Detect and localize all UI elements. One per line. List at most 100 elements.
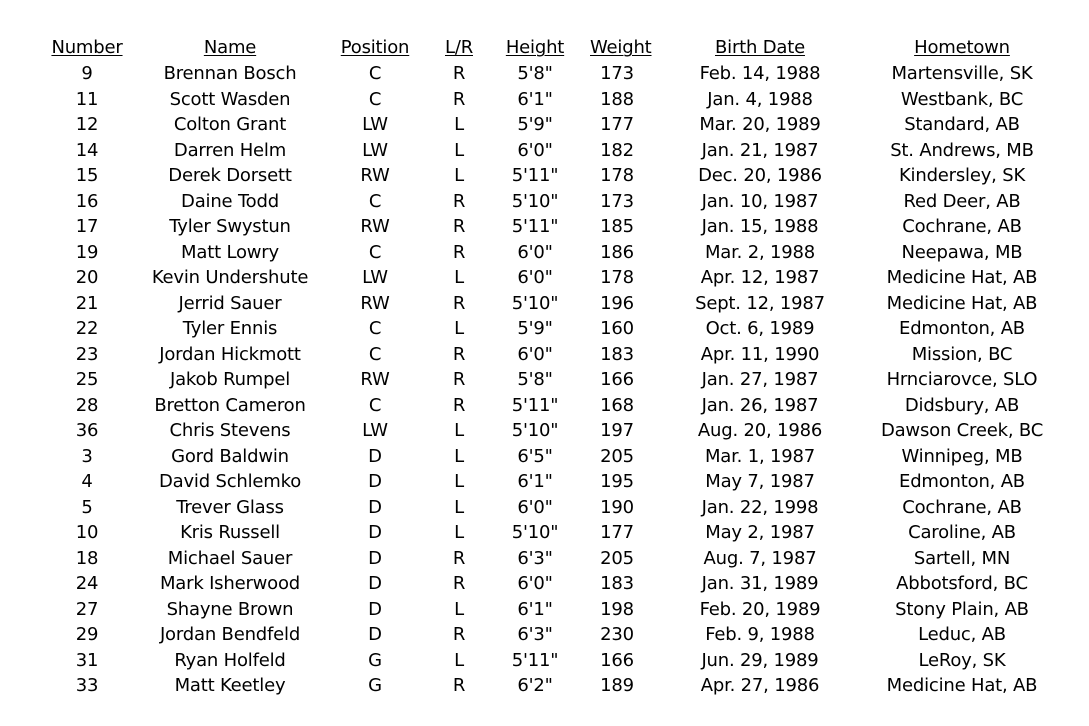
table-row: 17 Tyler Swystun RW R 5'11" 185 Jan. 15, 1988 C… (26, 214, 1066, 240)
header-number: Number (26, 37, 148, 58)
cell-height: 6'3" (517, 547, 553, 569)
cell-position: RW (360, 165, 390, 187)
cell-number: 12 (75, 114, 99, 136)
table-row: 36 Chris Stevens LW L 5'10" 197 Aug. 20, 1986 D… (26, 418, 1066, 444)
cell-hometown: Cochrane, AB (902, 216, 1022, 238)
cell-weight: 166 (600, 649, 634, 671)
cell-lr: R (452, 241, 466, 263)
cell-hometown: Hrnciarovce, SLO (886, 369, 1038, 391)
cell-weight: 182 (600, 139, 634, 161)
cell-name: Tyler Ennis (182, 318, 278, 340)
cell-position: C (368, 241, 382, 263)
cell-position: D (368, 573, 382, 595)
cell-number: 16 (75, 190, 99, 212)
cell-birth-date: Apr. 27, 1986 (700, 675, 820, 697)
cell-height: 6'1" (517, 471, 553, 493)
cell-name: Jordan Bendfeld (159, 624, 301, 646)
table-row: 33 Matt Keetley G R 6'2" 189 Apr. 27, 1986 Medi… (26, 673, 1066, 699)
cell-height: 6'0" (517, 573, 553, 595)
table-row: 28 Bretton Cameron C R 5'11" 168 Jan. 26, 1987… (26, 393, 1066, 419)
cell-hometown: Didsbury, AB (904, 394, 1020, 416)
cell-number: 4 (81, 471, 93, 493)
cell-name: Darren Helm (173, 139, 287, 161)
cell-birth-date: Mar. 1, 1987 (704, 445, 816, 467)
table-row: 3 Gord Baldwin D L 6'5" 205 Mar. 1, 1987 Winnip… (26, 444, 1066, 470)
cell-lr: L (454, 139, 464, 161)
cell-hometown: Kindersley, SK (898, 165, 1026, 187)
cell-birth-date: Apr. 11, 1990 (700, 343, 820, 365)
cell-name: Matt Lowry (181, 241, 279, 263)
cell-position: C (368, 343, 382, 365)
header-position-label: Position (340, 37, 410, 58)
cell-birth-date: Sept. 12, 1987 (695, 292, 825, 314)
cell-birth-date: Mar. 20, 1989 (699, 114, 821, 136)
table-row: 10 Kris Russell D L 5'10" 177 May 2, 1987 Carol… (26, 520, 1066, 546)
cell-hometown: Medicine Hat, AB (886, 267, 1038, 289)
table-row: 22 Tyler Ennis C L 5'9" 160 Oct. 6, 1989 Edmont… (26, 316, 1066, 342)
cell-lr: L (454, 471, 464, 493)
cell-number: 27 (75, 598, 99, 620)
cell-name: Bretton Cameron (154, 394, 306, 416)
table-row: 27 Shayne Brown D L 6'1" 198 Feb. 20, 1989 Ston… (26, 597, 1066, 623)
cell-name: Matt Keetley (174, 675, 286, 697)
header-birth-date: Birth Date (644, 37, 876, 58)
cell-birth-date: Feb. 14, 1988 (699, 63, 821, 85)
cell-birth-date: Dec. 20, 1986 (698, 165, 822, 187)
cell-name: Colton Grant (173, 114, 287, 136)
cell-lr: L (454, 522, 464, 544)
cell-height: 6'0" (517, 241, 553, 263)
cell-number: 9 (81, 63, 93, 85)
header-height: Height (480, 37, 590, 58)
cell-name: David Schlemko (158, 471, 302, 493)
cell-weight: 183 (600, 343, 634, 365)
cell-position: LW (362, 114, 388, 136)
cell-hometown: Westbank, BC (900, 88, 1024, 110)
cell-weight: 205 (600, 547, 634, 569)
cell-number: 25 (75, 369, 99, 391)
cell-height: 6'0" (517, 267, 553, 289)
cell-height: 5'8" (517, 63, 553, 85)
cell-name: Jordan Hickmott (159, 343, 301, 365)
table-row: 4 David Schlemko D L 6'1" 195 May 7, 1987 Edmon… (26, 469, 1066, 495)
cell-hometown: Edmonton, AB (899, 471, 1025, 493)
cell-number: 28 (75, 394, 99, 416)
cell-hometown: Medicine Hat, AB (886, 292, 1038, 314)
cell-height: 5'11" (511, 649, 559, 671)
cell-lr: R (452, 63, 466, 85)
cell-hometown: Neepawa, MB (901, 241, 1023, 263)
cell-weight: 205 (600, 445, 634, 467)
cell-lr: R (452, 369, 466, 391)
cell-weight: 195 (600, 471, 634, 493)
cell-number: 23 (75, 343, 99, 365)
header-number-label: Number (51, 37, 123, 58)
cell-lr: L (454, 496, 464, 518)
table-row: 24 Mark Isherwood D R 6'0" 183 Jan. 31, 1989 Ab… (26, 571, 1066, 597)
cell-position: D (368, 496, 382, 518)
header-row: Number Name Position L/R Height Weight B… (26, 34, 1066, 61)
cell-number: 21 (75, 292, 99, 314)
cell-weight: 196 (600, 292, 634, 314)
cell-position: C (368, 63, 382, 85)
cell-height: 5'10" (511, 522, 559, 544)
table-row: 29 Jordan Bendfeld D R 6'3" 230 Feb. 9, 1988 Le… (26, 622, 1066, 648)
cell-number: 5 (81, 496, 93, 518)
header-weight-label: Weight (590, 37, 652, 58)
cell-birth-date: Jan. 15, 1988 (701, 216, 819, 238)
cell-number: 29 (75, 624, 99, 646)
table-row: 5 Trever Glass D L 6'0" 190 Jan. 22, 1998 Cochr… (26, 495, 1066, 521)
cell-lr: L (454, 420, 464, 442)
cell-weight: 198 (600, 598, 634, 620)
cell-birth-date: Jan. 4, 1988 (707, 88, 813, 110)
cell-height: 5'9" (517, 318, 553, 340)
header-hometown: Hometown (880, 37, 1044, 58)
cell-lr: R (452, 675, 466, 697)
cell-birth-date: Jan. 31, 1989 (701, 573, 819, 595)
roster-table: Number Name Position L/R Height Weight B… (26, 34, 1066, 699)
cell-birth-date: Jun. 29, 1989 (701, 649, 819, 671)
cell-hometown: Winnipeg, MB (901, 445, 1023, 467)
cell-birth-date: May 2, 1987 (705, 522, 815, 544)
table-row: 12 Colton Grant LW L 5'9" 177 Mar. 20, 1989 Sta… (26, 112, 1066, 138)
cell-birth-date: Feb. 20, 1989 (699, 598, 821, 620)
cell-weight: 186 (600, 241, 634, 263)
cell-hometown: Abbotsford, BC (896, 573, 1028, 595)
